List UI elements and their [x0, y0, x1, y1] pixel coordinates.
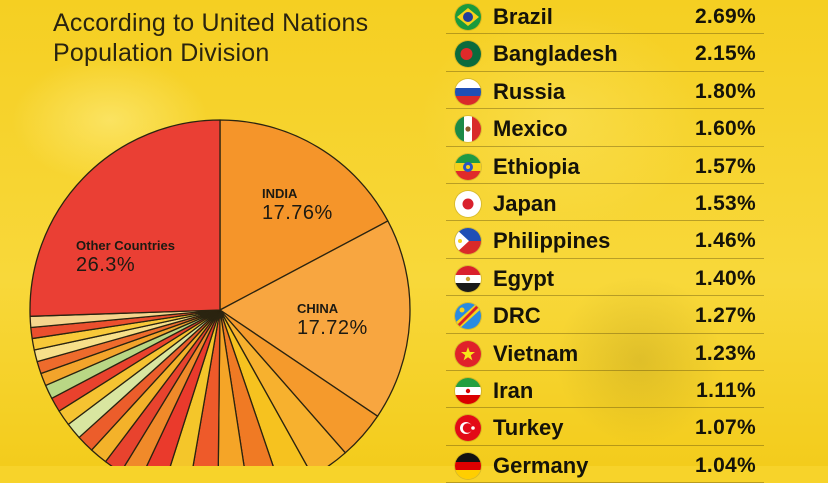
list-item: Japan 1.53% [446, 184, 764, 222]
pie-slice-7 [192, 309, 221, 466]
list-item: Germany 1.04% [446, 446, 764, 483]
list-item: Brazil 2.69% [446, 0, 764, 35]
country-name: Brazil [493, 4, 553, 29]
pie-slice-other-countries [29, 119, 221, 317]
country-value: 1.60% [694, 117, 756, 141]
country-value: 1.80% [694, 79, 756, 103]
pie-label-india-value: 17.76% [262, 202, 333, 224]
country-value: 2.69% [694, 5, 756, 28]
pie-label-china-name: CHINA [297, 301, 339, 316]
pie-label-other-name: Other Countries [76, 238, 175, 253]
list-item: Philippines 1.46% [446, 221, 764, 259]
pie-label-india: INDIA 17.76% [262, 186, 333, 225]
list-item: Turkey 1.07% [446, 408, 764, 446]
country-value: 1.23% [694, 341, 756, 365]
pie-label-other-value: 26.3% [76, 254, 136, 276]
country-name: Ethiopia [493, 153, 580, 179]
ethiopia-flag-icon [455, 153, 481, 180]
pie-slice-4 [219, 309, 308, 466]
country-value: 1.07% [694, 416, 756, 440]
country-name: Egypt [493, 265, 555, 291]
list-item: Vietnam 1.23% [446, 334, 764, 371]
brazil-flag-icon [455, 4, 481, 30]
country-list: Brazil 2.69% Bangladesh 2.15% Russia 1.8… [446, 0, 764, 483]
pie-slice-3 [219, 309, 346, 466]
drc-flag-icon [455, 303, 481, 330]
country-name: Bangladesh [493, 41, 618, 67]
pie-slice-6 [217, 309, 245, 466]
list-item: Mexico 1.60% [446, 109, 764, 147]
pie-label-china-value: 17.72% [297, 317, 368, 339]
country-name: DRC [493, 303, 541, 329]
country-name: Turkey [493, 415, 564, 441]
philippines-flag-icon [455, 228, 481, 255]
list-item: DRC 1.27% [446, 296, 764, 334]
list-item: Iran 1.11% [446, 371, 764, 409]
list-item: Egypt 1.40% [446, 259, 764, 297]
pie-label-other-countries: Other Countries 26.3% [76, 238, 175, 277]
vietnam-flag-icon [455, 340, 481, 367]
subtitle-line-2: Population Division [53, 39, 270, 67]
egypt-flag-icon [455, 265, 481, 292]
russia-flag-icon [455, 78, 481, 105]
pie-slice-5 [219, 309, 274, 466]
pie-slice-india [219, 119, 389, 311]
pie-chart [29, 119, 411, 466]
country-value: 1.57% [694, 154, 756, 178]
subtitle-line-1: According to United Nations [53, 9, 369, 37]
country-value: 1.53% [694, 191, 756, 215]
list-item: Ethiopia 1.57% [446, 147, 764, 184]
japan-flag-icon [455, 190, 481, 217]
iran-flag-icon [455, 377, 481, 404]
bangladesh-flag-icon [455, 41, 481, 68]
pie-label-china: CHINA 17.72% [297, 301, 368, 340]
pie-slice-china [219, 220, 411, 417]
list-item: Russia 1.80% [446, 72, 764, 110]
country-name: Iran [493, 377, 534, 403]
list-item: Bangladesh 2.15% [446, 34, 764, 72]
country-value: 1.46% [694, 229, 756, 253]
country-name: Russia [493, 78, 566, 104]
country-name: Philippines [493, 228, 611, 254]
pie-label-india-name: INDIA [262, 186, 298, 201]
turkey-flag-icon [455, 415, 481, 442]
country-name: Mexico [493, 116, 568, 142]
country-name: Vietnam [493, 340, 579, 366]
country-name: Japan [493, 190, 557, 216]
mexico-flag-icon [455, 116, 481, 143]
country-value: 2.15% [694, 42, 756, 66]
country-value: 1.40% [694, 266, 756, 290]
country-value: 1.27% [694, 304, 756, 328]
country-value: 1.11% [696, 378, 756, 402]
subtitle: According to United Nations Population D… [53, 8, 368, 68]
